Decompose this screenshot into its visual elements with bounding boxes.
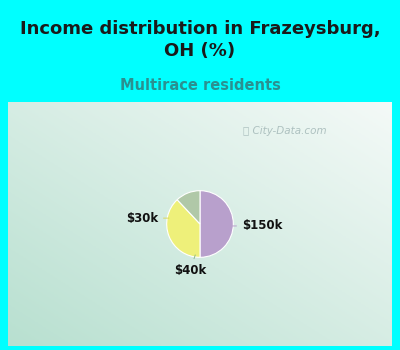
Text: $40k: $40k [174, 255, 206, 277]
Wedge shape [177, 191, 200, 224]
Text: Income distribution in Frazeysburg,
OH (%): Income distribution in Frazeysburg, OH (… [20, 20, 380, 60]
Text: $150k: $150k [231, 219, 282, 232]
Wedge shape [200, 191, 233, 257]
Text: $30k: $30k [126, 212, 169, 225]
Wedge shape [167, 200, 200, 257]
Text: 🔍 City-Data.com: 🔍 City-Data.com [243, 126, 326, 136]
Text: Multirace residents: Multirace residents [120, 78, 280, 93]
